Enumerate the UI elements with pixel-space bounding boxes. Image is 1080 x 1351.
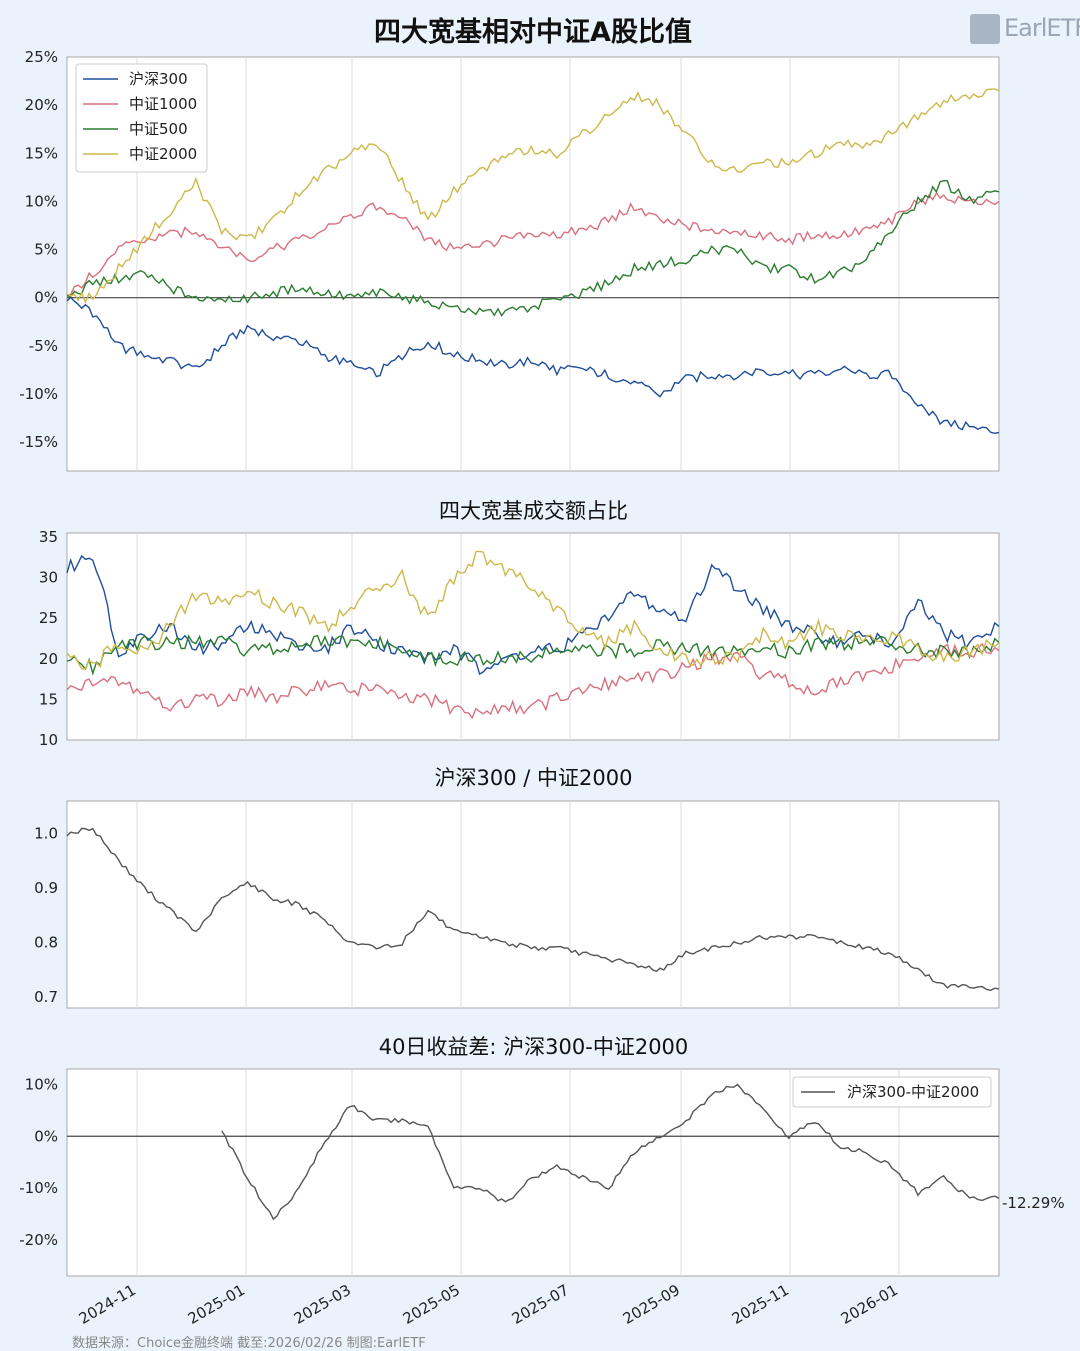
y-tick-label: 0% — [34, 1127, 58, 1145]
y-tick-label: -15% — [19, 433, 58, 451]
brand-logo: EarlETF — [970, 12, 1080, 48]
y-tick-label: 0.7 — [34, 988, 58, 1006]
legend-label: 沪深300-中证2000 — [847, 1083, 979, 1101]
series-line-ratio — [66, 827, 1000, 992]
y-tick-label: 0% — [34, 289, 58, 307]
series-line-ratio — [221, 1083, 1000, 1221]
legend-label: 中证500 — [129, 120, 188, 138]
chart-panel-1: 25% 20% 15% 10% 5% 0% -5% -10% -15% 沪深300 中证1000 中证… — [19, 48, 1000, 472]
y-tick-label: 15 — [39, 690, 58, 708]
y-tick-label: -10% — [19, 1179, 58, 1197]
logo-text: EarlETF — [1004, 14, 1080, 42]
chart-panel-3: 1.0 0.9 0.8 0.7 — [34, 800, 1000, 1009]
series-line-hs300 — [66, 296, 1000, 435]
chart-main-title: 四大宽基相对中证A股比值 — [374, 17, 692, 48]
chart-panel-4: 10% 0% -10% -20% 沪深300-中证2000 -12.29% — [19, 1068, 1065, 1277]
y-tick-label: 0.8 — [34, 934, 58, 952]
panel2-title: 四大宽基成交额占比 — [439, 499, 628, 523]
panel3-title: 沪深300 / 中证2000 — [434, 766, 633, 790]
y-tick-label: -5% — [29, 337, 58, 355]
y-tick-label: 35 — [39, 528, 58, 546]
source-footer: 数据来源：Choice金融终端 截至:2026/02/26 制图:EarlETF — [72, 1336, 426, 1351]
series-line-zz500 — [66, 179, 1000, 317]
series-line-zz1000 — [66, 642, 1000, 720]
y-tick-label: 15% — [25, 144, 58, 162]
logo-icon — [970, 14, 1000, 44]
y-tick-label: 30 — [39, 569, 58, 587]
y-tick-label: 0.9 — [34, 879, 58, 897]
x-tick-label: 2025-11 — [729, 1281, 792, 1328]
legend-label: 中证1000 — [129, 95, 197, 113]
legend-box — [792, 1076, 992, 1108]
legend-label: 沪深300 — [129, 70, 188, 88]
legend: 沪深300 中证1000 中证500 中证2000 — [75, 63, 208, 173]
x-tick-label: 2024-11 — [76, 1281, 139, 1328]
plot-area — [66, 800, 1000, 1009]
x-tick-label: 2025-07 — [509, 1281, 572, 1328]
x-tick-label: 2025-05 — [400, 1281, 463, 1328]
series-line-zz500 — [66, 633, 1000, 676]
series-line-zz2000 — [66, 88, 1000, 304]
legend-label: 中证2000 — [129, 145, 197, 163]
y-tick-label: 25% — [25, 48, 58, 66]
x-tick-label: 2025-03 — [291, 1281, 354, 1328]
y-tick-label: -10% — [19, 385, 58, 403]
y-tick-label: 25 — [39, 609, 58, 627]
legend-box — [75, 63, 208, 173]
y-tick-label: -20% — [19, 1231, 58, 1249]
y-tick-label: 10% — [25, 1076, 58, 1094]
plot-area — [66, 56, 1000, 472]
y-tick-label: 20 — [39, 650, 58, 668]
y-tick-label: 1.0 — [34, 825, 58, 843]
panel4-title: 40日收益差: 沪深300-中证2000 — [378, 1035, 689, 1059]
y-tick-label: 20% — [25, 96, 58, 114]
x-tick-label: 2025-09 — [620, 1281, 683, 1328]
series-line-hs300 — [66, 554, 1000, 676]
y-tick-label: 10 — [39, 731, 58, 749]
legend: 沪深300-中证2000 — [792, 1076, 992, 1108]
last-value-label: -12.29% — [1002, 1194, 1065, 1212]
series-line-zz1000 — [66, 191, 1000, 298]
x-tick-label: 2026-01 — [838, 1281, 901, 1328]
series-line-zz2000 — [66, 550, 1000, 670]
y-tick-label: 5% — [34, 241, 58, 259]
chart-panel-2: 35 30 25 20 15 10 — [39, 528, 1000, 749]
y-tick-label: 10% — [25, 192, 58, 210]
x-tick-label: 2025-01 — [185, 1281, 248, 1328]
